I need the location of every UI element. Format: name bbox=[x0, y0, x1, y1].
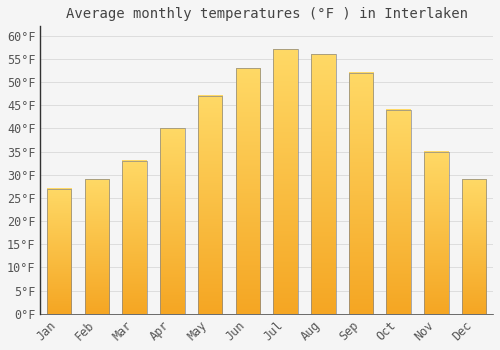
Title: Average monthly temperatures (°F ) in Interlaken: Average monthly temperatures (°F ) in In… bbox=[66, 7, 468, 21]
Bar bbox=[386, 110, 411, 314]
Bar bbox=[274, 49, 298, 314]
Bar bbox=[160, 128, 184, 314]
Bar bbox=[424, 152, 448, 314]
Bar bbox=[47, 189, 72, 314]
Bar bbox=[84, 179, 109, 314]
Bar bbox=[348, 73, 374, 314]
Bar bbox=[236, 68, 260, 314]
Bar bbox=[198, 96, 222, 314]
Bar bbox=[311, 54, 336, 314]
Bar bbox=[462, 179, 486, 314]
Bar bbox=[122, 161, 147, 314]
